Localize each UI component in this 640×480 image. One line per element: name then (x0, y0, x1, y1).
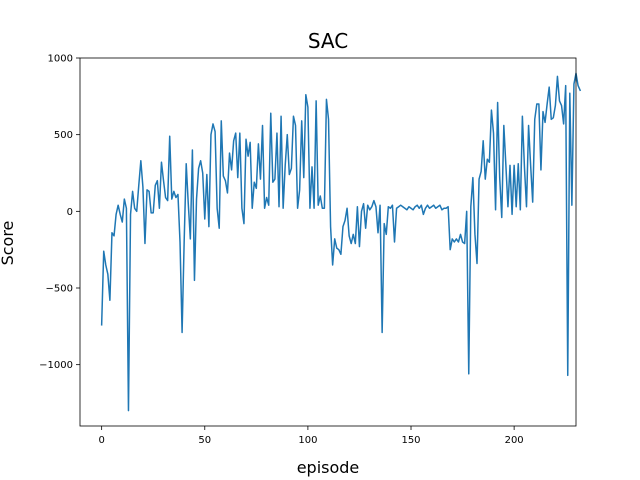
x-tick-label: 150 (401, 435, 420, 446)
x-tick-label: 100 (298, 435, 317, 446)
chart-title: SAC (308, 29, 348, 53)
y-tick-label: −500 (46, 284, 73, 295)
x-tick-label: 200 (505, 435, 524, 446)
y-tick-label: 1000 (48, 54, 73, 65)
axes-frame (79, 57, 577, 427)
x-axis-ticks: 0 50 100 150 200 (98, 426, 524, 446)
y-tick-label: 0 (67, 207, 73, 218)
y-tick-label: 500 (54, 130, 73, 141)
y-tick-label: −1000 (39, 360, 73, 371)
y-axis-ticks: −1000 −500 0 500 1000 (39, 54, 80, 371)
x-tick-label: 0 (98, 435, 104, 446)
x-tick-label: 50 (198, 435, 211, 446)
x-axis-label: episode (297, 458, 360, 477)
y-axis-label: Score (0, 221, 17, 266)
series-line (100, 72, 582, 412)
